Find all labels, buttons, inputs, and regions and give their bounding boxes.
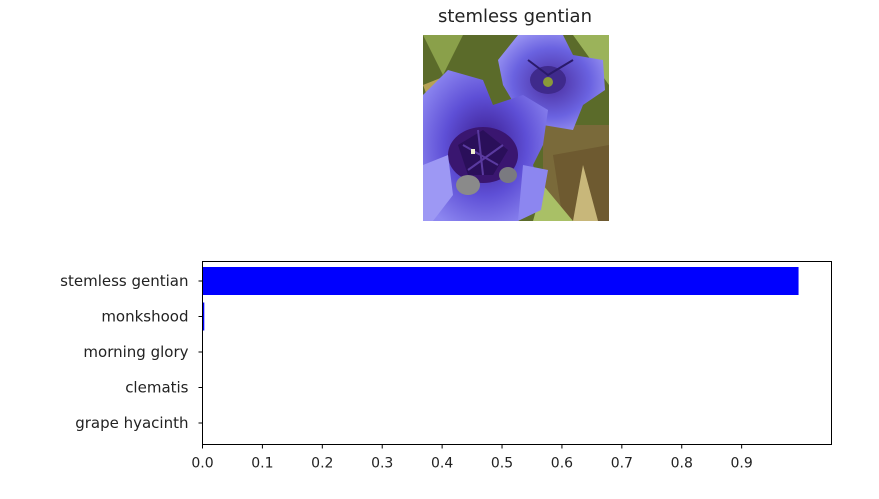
x-tick-label: 0.8: [671, 456, 693, 472]
flower-photo: [423, 35, 609, 221]
y-tick-label: clematis: [125, 379, 188, 397]
bar-stemless-gentian: [202, 267, 799, 295]
x-tick-label: 0.9: [731, 456, 753, 472]
x-tick-label: 0.1: [251, 456, 273, 472]
y-tick-label: grape hyacinth: [75, 414, 188, 432]
y-tick-label: monkshood: [101, 308, 188, 326]
x-tick-label: 0.7: [611, 456, 633, 472]
bar-monkshood: [202, 302, 205, 331]
x-tick-label: 0.0: [191, 456, 213, 472]
y-tick-label: stemless gentian: [60, 272, 188, 290]
x-tick-label: 0.6: [551, 456, 573, 472]
y-tick-label: morning glory: [83, 343, 188, 361]
x-tick-label: 0.2: [311, 456, 333, 472]
x-tick-label: 0.5: [491, 456, 513, 472]
x-tick-label: 0.3: [371, 456, 393, 472]
image-title: stemless gentian: [437, 6, 592, 27]
x-tick-label: 0.4: [431, 456, 453, 472]
plot-frame: [202, 261, 832, 445]
